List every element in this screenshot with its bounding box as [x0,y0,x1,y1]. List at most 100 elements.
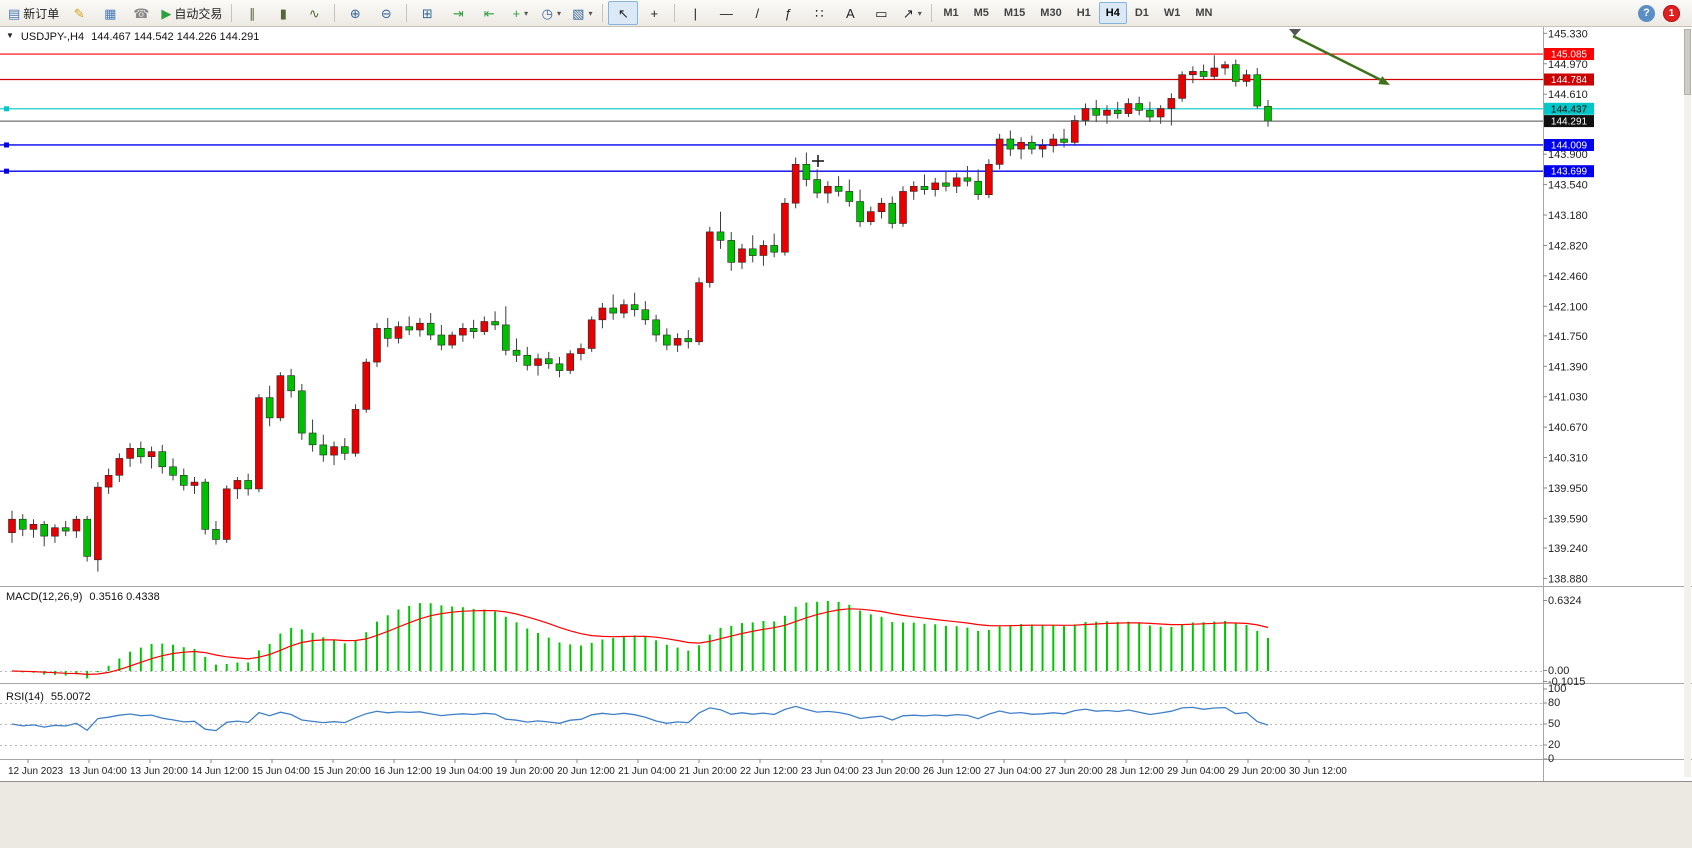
line-chart-icon: ∿ [308,5,320,21]
svg-text:19 Jun 04:00: 19 Jun 04:00 [435,766,493,777]
svg-text:138.880: 138.880 [1548,573,1588,585]
toolbar-separator [674,4,676,22]
auto-scroll-icon: ⇥ [452,5,464,21]
timeframe-m30-button[interactable]: M30 [1040,7,1062,19]
support-line-blue-1-price-tag [1544,139,1594,151]
trend-arrow-head [1378,76,1390,85]
panel-separators[interactable] [0,27,1692,781]
candlestick-chart-button[interactable]: ▮ [268,1,298,25]
chart-canvas[interactable]: 145.330 144.970 144.610 143.900 143.540 143.1… [0,27,1692,781]
svg-text:28 Jun 12:00: 28 Jun 12:00 [1106,766,1164,777]
timeframe-m1-button[interactable]: M1 [943,7,959,19]
svg-text:143.180: 143.180 [1548,210,1588,222]
support-line-cyan-handle[interactable] [4,106,9,112]
resistance-line-1-price-tag [1544,48,1594,60]
crosshair-icon: + [650,5,659,21]
svg-text:22 Jun 12:00: 22 Jun 12:00 [740,766,798,777]
templates-icon: ▧ [572,5,585,21]
templates-button[interactable]: ▧ ▾ [567,1,597,25]
candles-layer [8,55,1272,572]
cycle-lines-button[interactable]: ∷ [804,1,834,25]
scrollbar-thumb[interactable] [1684,29,1691,95]
svg-text:27 Jun 20:00: 27 Jun 20:00 [1045,766,1103,777]
vertical-scrollbar[interactable] [1684,29,1691,777]
line-chart-button[interactable]: ∿ [299,1,329,25]
vertical-line-button[interactable]: | [680,1,710,25]
notification-badge[interactable]: 1 [1663,4,1680,22]
metaeditor-icon: ✎ [73,5,85,21]
chevron-down-icon: ▾ [917,8,922,18]
indicators-icon: + [512,5,521,21]
alerts-button[interactable]: ☎ [126,1,156,25]
periods-icon: ◷ [541,5,553,21]
bars-chart-button[interactable]: ∥ [237,1,267,25]
arrows-button[interactable]: ↗ ▾ [897,1,927,25]
macd-signal-line [11,608,1269,676]
crosshair-button[interactable]: + [639,1,669,25]
annotations[interactable] [812,29,1390,167]
chart-shift-button[interactable]: ⇤ [474,1,504,25]
trend-arrow-annotation[interactable] [1292,34,1382,82]
alerts-icon: ☎ [133,5,150,21]
market-watch-button[interactable]: ▦ [95,1,125,25]
svg-text:20 Jun 12:00: 20 Jun 12:00 [557,766,615,777]
chart-shift-icon: ⇤ [483,5,495,21]
timeframe-mn-button[interactable]: MN [1195,7,1213,19]
price-axis[interactable]: 145.330 144.970 144.610 143.900 143.540 143.1… [1543,28,1588,765]
timeframe-h4-button[interactable]: H4 [1098,2,1127,24]
svg-text:141.030: 141.030 [1548,392,1588,404]
one-click-trading-collapse-icon[interactable]: ▼ [6,31,14,40]
svg-text:21 Jun 20:00: 21 Jun 20:00 [679,766,737,777]
toolbar-separator [931,4,933,22]
svg-text:139.240: 139.240 [1548,543,1588,555]
fibonacci-button[interactable]: ƒ [773,1,803,25]
cursor-button[interactable]: ↖ [608,1,639,25]
metaeditor-button[interactable]: ✎ [64,1,94,25]
svg-text:14 Jun 12:00: 14 Jun 12:00 [191,766,249,777]
chevron-down-icon: ▾ [524,8,529,18]
svg-text:29 Jun 20:00: 29 Jun 20:00 [1228,766,1286,777]
svg-text:142.460: 142.460 [1548,271,1588,283]
new-order-button[interactable]: ▤ 新订单 [4,1,63,25]
horizontal-line-objects[interactable] [0,53,1543,174]
text-label-button[interactable]: ▭ [866,1,896,25]
text-button[interactable]: A [835,1,865,25]
svg-text:139.590: 139.590 [1548,513,1588,525]
timeframe-d1-button[interactable]: D1 [1134,7,1149,19]
toolbar-groups: ▤ 新订单 ✎ ▦ ☎ ▶ 自动交易 ∥ ▮ ∿ ⊕ ⊖ ⊞ ⇥ ⇤ + ▾ ◷ ▾ ▧ ▾ ↖ + | — / ƒ ∷ A ▭ ↗ ▾ [4,1,927,25]
svg-text:143.540: 143.540 [1548,180,1588,192]
bars-chart-icon: ∥ [249,5,256,21]
svg-text:15 Jun 20:00: 15 Jun 20:00 [313,766,371,777]
periods-button[interactable]: ◷ ▾ [536,1,566,25]
cursor-icon: ↖ [617,5,629,21]
timeframe-m5-button[interactable]: M5 [973,7,989,19]
toolbar-right: ? 1 [1638,4,1688,22]
svg-text:23 Jun 20:00: 23 Jun 20:00 [862,766,920,777]
indicators-button[interactable]: + ▾ [505,1,535,25]
zoom-out-button[interactable]: ⊖ [371,1,401,25]
horizontal-line-button[interactable]: — [711,1,741,25]
timeframe-m15-button[interactable]: M15 [1003,7,1026,19]
autotrading-button[interactable]: ▶ 自动交易 [157,1,226,25]
tile-windows-button[interactable]: ⊞ [412,1,442,25]
zoom-in-button[interactable]: ⊕ [340,1,370,25]
support-line-blue-1-handle[interactable] [4,142,9,148]
svg-text:0.00: 0.00 [1548,665,1569,677]
timeframe-w1-button[interactable]: W1 [1163,7,1181,19]
resistance-line-2-price-tag [1544,73,1594,86]
support-line-blue-2-handle[interactable] [4,168,9,174]
timeframe-h1-button[interactable]: H1 [1076,7,1091,19]
autotrading-icon: ▶ [161,5,172,21]
auto-scroll-button[interactable]: ⇥ [443,1,473,25]
trendline-icon: / [755,5,760,21]
time-axis[interactable]: 12 Jun 2023 13 Jun 04:00 13 Jun 20:00 14 Ju… [8,759,1347,777]
toolbar: ▤ 新订单 ✎ ▦ ☎ ▶ 自动交易 ∥ ▮ ∿ ⊕ ⊖ ⊞ ⇥ ⇤ + ▾ ◷ ▾ ▧ ▾ ↖ + | — / ƒ ∷ A ▭ ↗ ▾ M1… [0,0,1692,27]
svg-text:15 Jun 04:00: 15 Jun 04:00 [252,766,310,777]
text-icon: A [845,5,855,21]
support-line-cyan-price-tag [1544,102,1594,115]
trendline-button[interactable]: / [742,1,772,25]
svg-text:30 Jun 12:00: 30 Jun 12:00 [1289,766,1347,777]
help-icon[interactable]: ? [1638,4,1655,22]
svg-text:142.100: 142.100 [1548,301,1588,313]
chart-shift-marker [1289,29,1301,36]
